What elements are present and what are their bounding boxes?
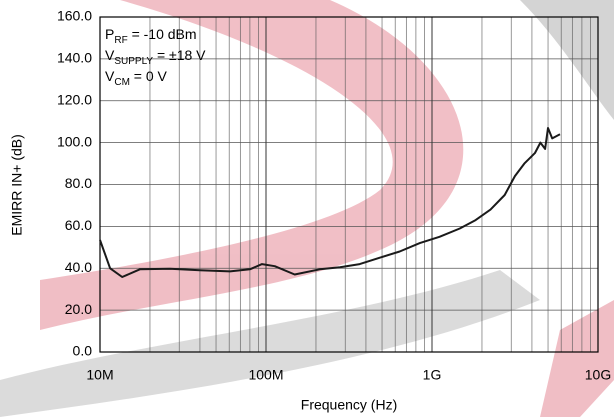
annotation-main: V <box>105 47 115 63</box>
annotation: PRF = -10 dBm <box>105 26 197 46</box>
data-line <box>99 127 561 278</box>
x-tick-label: 10G <box>585 367 611 383</box>
plot-frame <box>99 16 599 353</box>
y-tick-label: 60.0 <box>65 217 92 233</box>
annotation: VCM = 0 V <box>105 68 168 88</box>
annotation-sub: SUPPLY <box>114 56 153 67</box>
y-tick-label: 100.0 <box>57 133 92 149</box>
x-axis-title: Frequency (Hz) <box>301 397 397 413</box>
x-tick-label: 10M <box>86 367 113 383</box>
y-axis-title: EMIRR IN+ (dB) <box>9 134 25 236</box>
annotation-rest: = -10 dBm <box>128 26 197 42</box>
y-tick-label: 20.0 <box>65 301 92 317</box>
y-tick-label: 160.0 <box>57 8 92 24</box>
annotation-main: P <box>105 26 114 42</box>
annotation: VSUPPLY = ±18 V <box>105 47 206 67</box>
annotation-main: V <box>105 68 115 84</box>
y-tick-label: 80.0 <box>65 175 92 191</box>
y-tick-label: 40.0 <box>65 259 92 275</box>
y-tick-label: 120.0 <box>57 91 92 107</box>
x-tick-label: 100M <box>248 367 283 383</box>
y-tick-label: 140.0 <box>57 50 92 66</box>
annotation-rest: = ±18 V <box>153 47 206 63</box>
y-tick-label: 0.0 <box>73 343 93 359</box>
x-tick-label: 1G <box>423 367 442 383</box>
annotation-sub: RF <box>114 35 127 46</box>
annotation-rest: = 0 V <box>130 68 168 84</box>
annotation-sub: CM <box>114 77 130 88</box>
